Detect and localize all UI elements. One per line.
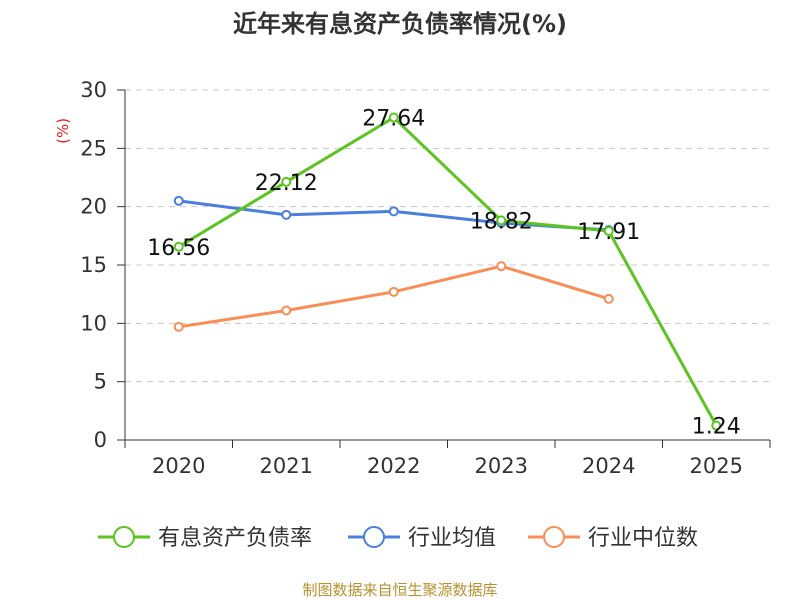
data-point[interactable] — [496, 215, 507, 226]
data-label: 16.56 — [147, 236, 210, 261]
source-note: 制图数据来自恒生聚源数据库 — [302, 581, 497, 599]
y-tick-label: 25 — [80, 136, 107, 160]
data-point[interactable] — [388, 206, 399, 217]
legend-label[interactable]: 有息资产负债率 — [158, 526, 312, 551]
x-tick-label: 2023 — [475, 454, 528, 478]
x-tick-label: 2022 — [367, 454, 420, 478]
legend-marker[interactable] — [363, 526, 385, 548]
x-tick-label: 2021 — [260, 454, 313, 478]
y-tick-label: 30 — [80, 78, 107, 102]
grid-lines — [125, 89, 770, 383]
data-point[interactable] — [388, 286, 399, 297]
legend-label[interactable]: 行业中位数 — [588, 526, 698, 551]
data-label: 17.91 — [577, 220, 640, 245]
legend: 有息资产负债率 行业均值 行业中位数 — [98, 526, 698, 551]
legend-label[interactable]: 行业均值 — [408, 526, 496, 551]
data-label: 27.64 — [362, 107, 425, 132]
data-label: 18.82 — [470, 209, 533, 234]
y-tick-label: 5 — [94, 370, 107, 394]
x-tick-label: 2020 — [152, 454, 205, 478]
data-labels: 16.56 22.12 27.64 18.82 17.91 1.24 — [147, 107, 740, 440]
series-line — [177, 116, 718, 427]
data-label: 22.12 — [255, 171, 318, 196]
legend-marker[interactable] — [543, 526, 565, 548]
x-tick-label: 2024 — [582, 454, 635, 478]
data-point[interactable] — [603, 293, 614, 304]
data-point[interactable] — [281, 305, 292, 316]
x-tick-label: 2025 — [690, 454, 743, 478]
data-label: 1.24 — [692, 415, 741, 440]
chart-title: 近年来有息资产负债率情况(%) — [233, 10, 567, 38]
data-point[interactable] — [388, 112, 399, 123]
data-point[interactable] — [173, 321, 184, 332]
data-point[interactable] — [281, 209, 292, 220]
y-tick-label: 20 — [80, 195, 107, 219]
data-point[interactable] — [173, 195, 184, 206]
data-point[interactable] — [496, 261, 507, 272]
data-point[interactable] — [603, 226, 614, 237]
data-point[interactable] — [281, 176, 292, 187]
legend-marker[interactable] — [113, 526, 135, 548]
data-point[interactable] — [711, 420, 722, 431]
series-group — [173, 112, 722, 431]
y-axis-unit: (%) — [54, 118, 72, 144]
y-tick-label: 10 — [80, 311, 107, 335]
y-tick-label: 15 — [80, 253, 107, 277]
y-tick-label: 0 — [94, 428, 107, 452]
data-point[interactable] — [173, 241, 184, 252]
